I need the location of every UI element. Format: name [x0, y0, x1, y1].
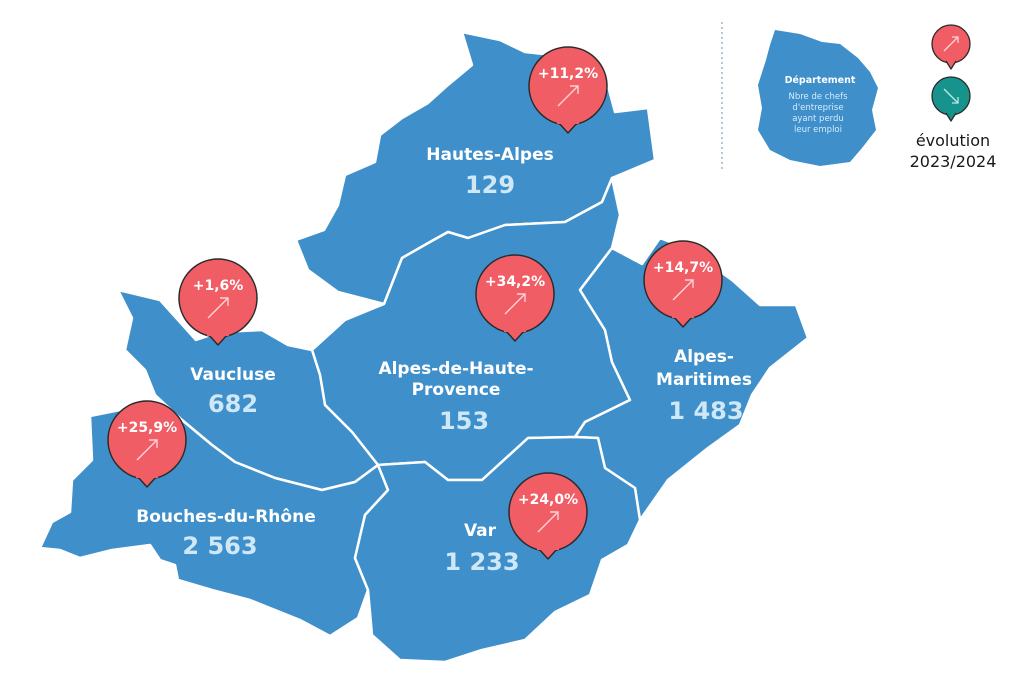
region-shapes: [38, 30, 810, 664]
evolution-value: +34,2%: [485, 274, 545, 290]
legend-subtitle-line: leur emploi: [794, 125, 842, 135]
dept-name-alpes-maritimes: Alpes-: [674, 347, 734, 367]
legend-subtitle-line: Nbre de chefs: [788, 92, 848, 102]
department-labels: Hautes-Alpes 129 Alpes-de-Haute- Provenc…: [136, 145, 752, 576]
dept-value-var: 1 233: [444, 548, 519, 576]
legend-decrease-pin: [931, 76, 971, 122]
dept-value-hautes-alpes: 129: [465, 171, 515, 199]
dept-value-vaucluse: 682: [208, 390, 258, 418]
evolution-pin-bouches-du-rhone[interactable]: +25,9%: [107, 400, 187, 488]
arrow-up-right-icon: [672, 279, 694, 301]
evolution-value: +14,7%: [653, 260, 713, 276]
arrow-up-right-icon: [207, 297, 229, 319]
dept-name-alpes-de-haute-provence: Alpes-de-Haute-: [378, 359, 533, 379]
evolution-value: +11,2%: [538, 66, 598, 82]
evolution-value: +1,6%: [193, 278, 244, 294]
dept-name-bouches-du-rhone: Bouches-du-Rhône: [136, 507, 315, 527]
arrow-up-right-icon: [504, 293, 526, 315]
evolution-pins: +11,2% +34,2% +14,7%: [107, 46, 723, 560]
evolution-pin-alpes-maritimes[interactable]: +14,7%: [643, 240, 723, 328]
legend-title: Département: [785, 75, 856, 86]
evolution-pin-alpes-de-haute-provence[interactable]: +34,2%: [475, 254, 555, 342]
evolution-value: +24,0%: [518, 492, 578, 508]
dept-value-bouches-du-rhone: 2 563: [182, 532, 257, 560]
legend-subtitle-line: ayant perdu: [792, 114, 844, 124]
arrow-up-right-icon: [537, 511, 559, 533]
arrow-up-right-icon: [136, 439, 158, 461]
dept-value-alpes-maritimes: 1 483: [668, 397, 743, 425]
legend-evolution-label: évolution: [916, 131, 990, 150]
arrow-up-right-icon: [557, 85, 579, 107]
evolution-pin-var[interactable]: +24,0%: [508, 472, 588, 560]
legend-increase-pin: [931, 24, 971, 70]
legend: Département Nbre de chefs d'entreprise a…: [721, 22, 997, 171]
arrow-up-right-icon: [943, 36, 959, 52]
arrow-down-right-icon: [943, 88, 959, 104]
legend-subtitle-line: d'entreprise: [792, 103, 843, 113]
dept-name-vaucluse: Vaucluse: [190, 365, 275, 385]
evolution-pin-vaucluse[interactable]: +1,6%: [178, 258, 258, 346]
legend-evolution-years: 2023/2024: [910, 152, 997, 171]
region-alpes-maritimes[interactable]: [573, 236, 810, 522]
dept-value-alpes-de-haute-provence: 153: [439, 407, 489, 435]
evolution-value: +25,9%: [117, 420, 177, 436]
dept-name-alpes-de-haute-provence-line2: Provence: [412, 380, 501, 400]
dept-name-hautes-alpes: Hautes-Alpes: [426, 145, 553, 165]
dept-name-alpes-maritimes-line2: Maritimes: [656, 370, 752, 390]
dept-name-var: Var: [464, 521, 497, 541]
legend-department-shape: [758, 30, 878, 166]
evolution-pin-hautes-alpes[interactable]: +11,2%: [528, 46, 608, 134]
